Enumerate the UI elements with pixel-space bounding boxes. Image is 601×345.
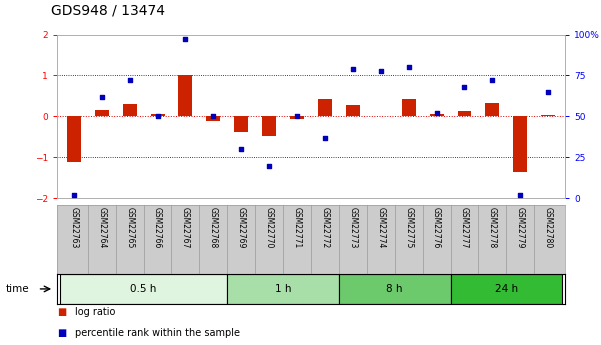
- Point: [543, 89, 553, 95]
- Point: [97, 94, 106, 99]
- Bar: [374, 116, 388, 117]
- Text: GSM22766: GSM22766: [153, 207, 162, 249]
- Text: 8 h: 8 h: [386, 284, 403, 294]
- Text: ■: ■: [57, 307, 66, 317]
- Bar: [227, 274, 339, 304]
- Text: 1 h: 1 h: [275, 284, 291, 294]
- Bar: [401, 99, 416, 117]
- Text: GSM22765: GSM22765: [125, 207, 134, 249]
- Text: GSM22776: GSM22776: [432, 207, 441, 249]
- Text: GSM22774: GSM22774: [376, 207, 385, 249]
- Point: [432, 110, 441, 116]
- Bar: [430, 115, 444, 117]
- Point: [153, 114, 162, 119]
- Bar: [178, 76, 192, 117]
- Text: GSM22768: GSM22768: [209, 207, 218, 249]
- Bar: [486, 103, 499, 117]
- Bar: [262, 117, 276, 136]
- Bar: [123, 104, 136, 117]
- Bar: [542, 115, 555, 117]
- Text: GSM22773: GSM22773: [349, 207, 358, 249]
- Point: [236, 146, 246, 152]
- Text: GSM22763: GSM22763: [69, 207, 78, 249]
- Bar: [206, 117, 221, 121]
- Point: [125, 78, 135, 83]
- Point: [348, 66, 358, 72]
- Bar: [67, 117, 81, 161]
- Bar: [346, 105, 360, 117]
- Bar: [234, 117, 248, 132]
- Text: GSM22775: GSM22775: [404, 207, 413, 249]
- Text: GSM22770: GSM22770: [264, 207, 273, 249]
- Text: GSM22779: GSM22779: [516, 207, 525, 249]
- Bar: [318, 99, 332, 117]
- Text: 0.5 h: 0.5 h: [130, 284, 157, 294]
- Text: percentile rank within the sample: percentile rank within the sample: [75, 328, 240, 338]
- Text: GSM22764: GSM22764: [97, 207, 106, 249]
- Bar: [60, 274, 227, 304]
- Point: [292, 114, 302, 119]
- Bar: [451, 274, 562, 304]
- Text: 24 h: 24 h: [495, 284, 518, 294]
- Bar: [151, 115, 165, 117]
- Text: GSM22767: GSM22767: [181, 207, 190, 249]
- Text: ■: ■: [57, 328, 66, 338]
- Bar: [339, 274, 451, 304]
- Point: [181, 37, 191, 42]
- Text: GSM22778: GSM22778: [488, 207, 497, 249]
- Bar: [457, 111, 471, 117]
- Text: GSM22777: GSM22777: [460, 207, 469, 249]
- Text: GSM22780: GSM22780: [544, 207, 553, 249]
- Point: [209, 114, 218, 119]
- Text: time: time: [6, 284, 29, 294]
- Bar: [513, 117, 527, 172]
- Text: GSM22771: GSM22771: [293, 207, 302, 249]
- Point: [516, 192, 525, 198]
- Point: [320, 135, 330, 140]
- Text: log ratio: log ratio: [75, 307, 115, 317]
- Text: GSM22772: GSM22772: [320, 207, 329, 249]
- Point: [264, 163, 274, 168]
- Text: GSM22769: GSM22769: [237, 207, 246, 249]
- Point: [376, 68, 386, 73]
- Text: GDS948 / 13474: GDS948 / 13474: [51, 3, 165, 18]
- Bar: [290, 117, 304, 119]
- Point: [460, 84, 469, 90]
- Point: [404, 65, 413, 70]
- Point: [487, 78, 497, 83]
- Point: [69, 192, 79, 198]
- Bar: [95, 110, 109, 117]
